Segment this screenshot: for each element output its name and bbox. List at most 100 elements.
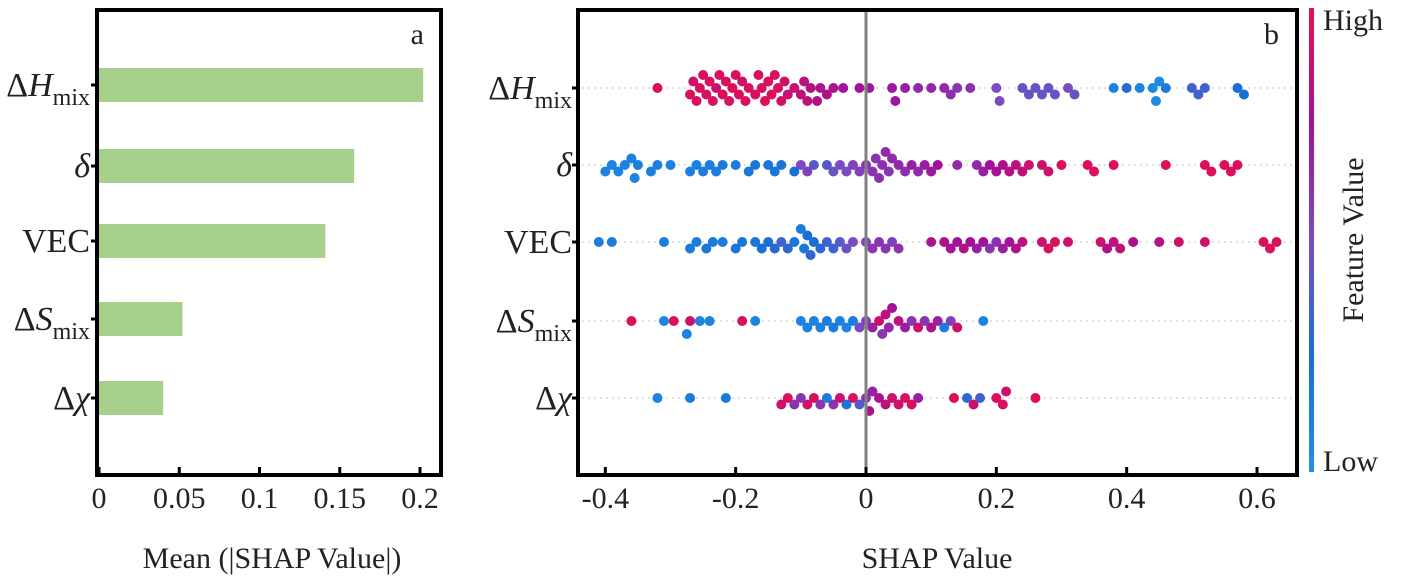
shap-point xyxy=(730,243,741,254)
shap-point xyxy=(789,166,800,177)
x-tick-label: 0.2 xyxy=(401,482,439,515)
shap-point xyxy=(821,393,832,403)
shap-point xyxy=(707,96,718,106)
shap-point xyxy=(685,316,696,326)
shap-point xyxy=(1199,237,1210,247)
panel-b-beeswarm: -0.4 -0.2 0 0.2 0.4 0.6 ΔHmix δ VEC ΔSmix Δχ b SH… xyxy=(488,8,1299,575)
shap-point xyxy=(619,160,630,170)
shap-point xyxy=(789,399,800,410)
x-tick-label: 0.6 xyxy=(1238,482,1276,515)
shap-point xyxy=(694,316,705,326)
shap-point xyxy=(952,160,963,170)
shap-point xyxy=(893,243,904,254)
shap-point xyxy=(808,160,819,170)
shap-point xyxy=(1193,89,1204,100)
shap-point xyxy=(688,76,699,87)
x-ticks: -0.4 -0.2 0 0.2 0.4 0.6 xyxy=(582,467,1276,515)
shap-point xyxy=(737,237,748,247)
shap-point xyxy=(1043,166,1054,177)
shap-point xyxy=(890,96,901,106)
shap-point xyxy=(779,76,790,87)
shap-point xyxy=(714,70,725,80)
shap-point xyxy=(665,160,676,170)
colorbar-low-label: Low xyxy=(1323,445,1378,478)
shap-point xyxy=(834,160,845,170)
shap-point xyxy=(965,237,976,247)
shap-point xyxy=(913,166,924,177)
shap-point xyxy=(1199,160,1210,170)
shap-point xyxy=(606,160,617,170)
shap-point xyxy=(808,237,819,247)
bars-group xyxy=(99,68,424,415)
shap-point xyxy=(815,399,826,410)
shap-point xyxy=(769,166,780,177)
shap-point xyxy=(795,89,806,100)
shap-point xyxy=(776,399,787,410)
shap-point xyxy=(805,250,816,260)
shap-point xyxy=(658,237,669,247)
shap-point xyxy=(838,83,849,93)
shap-point xyxy=(1010,243,1021,254)
shap-point xyxy=(750,160,761,170)
shap-point xyxy=(1004,166,1015,177)
shap-point xyxy=(1036,89,1047,100)
shap-point xyxy=(984,243,995,254)
y-tick-label: VEC xyxy=(22,223,90,260)
shap-point xyxy=(750,89,761,100)
shap-point xyxy=(1258,237,1269,247)
shap-point xyxy=(874,316,885,326)
shap-point xyxy=(701,89,712,100)
shap-point xyxy=(887,393,898,403)
shap-point xyxy=(789,237,800,247)
y-tick-label: δ xyxy=(74,148,91,185)
shap-point xyxy=(1199,83,1210,93)
shap-point xyxy=(1030,393,1041,403)
shap-point xyxy=(847,237,858,247)
shap-point xyxy=(913,393,924,403)
shap-point xyxy=(1134,83,1145,93)
shap-point xyxy=(1271,237,1282,247)
shap-point xyxy=(1160,83,1171,93)
shap-point xyxy=(906,316,917,326)
shap-point xyxy=(1219,160,1230,170)
shap-point xyxy=(782,243,793,254)
shap-point xyxy=(821,316,832,326)
x-tick-label: 0.1 xyxy=(241,482,279,515)
shap-point xyxy=(724,96,735,106)
shap-point xyxy=(652,83,663,93)
shap-point xyxy=(1115,243,1126,254)
shap-point xyxy=(808,316,819,326)
shap-point xyxy=(626,153,637,164)
shap-point xyxy=(759,96,770,106)
shap-point xyxy=(737,316,748,326)
shap-point xyxy=(952,237,963,247)
y-tick-label: ΔHmix xyxy=(488,70,572,114)
shap-point xyxy=(720,393,731,403)
x-axis-title: Mean (|SHAP Value|) xyxy=(143,542,402,575)
shap-point xyxy=(629,173,640,183)
shap-point xyxy=(698,70,709,80)
shap-point xyxy=(962,393,973,403)
shap-point xyxy=(1154,76,1165,87)
shap-point xyxy=(1049,237,1060,247)
shap-point xyxy=(733,89,744,100)
shap-point xyxy=(867,243,878,254)
shap-point xyxy=(991,166,1002,177)
shap-point xyxy=(1232,160,1243,170)
shap-point xyxy=(1238,89,1249,100)
bar-1 xyxy=(99,68,424,102)
shap-point xyxy=(1265,243,1276,254)
shap-point xyxy=(828,243,839,254)
x-tick-label: 0.15 xyxy=(314,482,367,515)
shap-point xyxy=(645,166,656,177)
shap-point xyxy=(698,166,709,177)
shap-point xyxy=(769,243,780,254)
shap-point xyxy=(893,399,904,410)
shap-point xyxy=(1128,237,1139,247)
shap-point xyxy=(854,322,865,333)
shap-point xyxy=(1017,83,1028,93)
shap-point xyxy=(948,393,959,403)
shap-point xyxy=(900,393,911,403)
shap-point xyxy=(945,89,956,100)
